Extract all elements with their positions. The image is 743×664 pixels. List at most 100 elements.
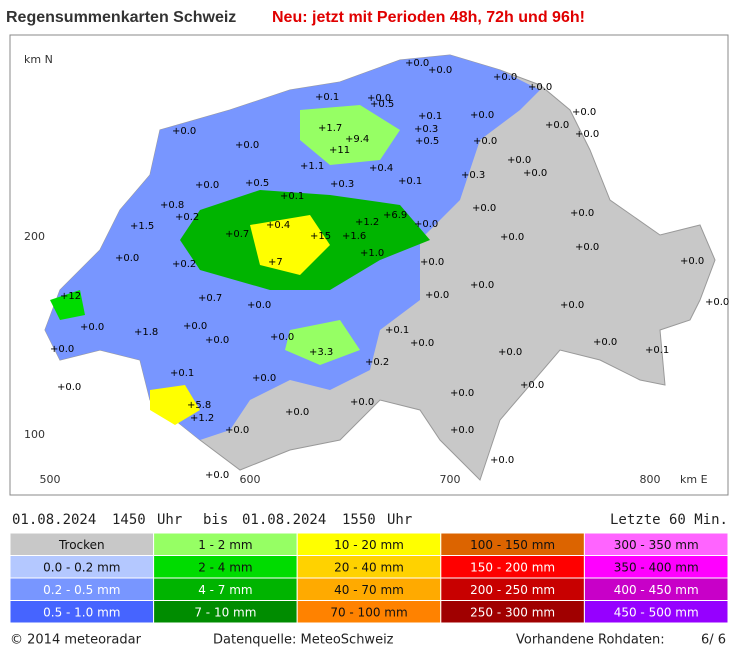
legend-label: 300 - 350 mm xyxy=(614,538,699,552)
station-value: +0.4 xyxy=(369,163,393,174)
station-value: +0.0 xyxy=(470,110,494,121)
station-value: +0.1 xyxy=(418,111,442,122)
station-value: +0.0 xyxy=(500,232,524,243)
station-value: +6.9 xyxy=(383,210,407,221)
legend-label: 40 - 70 mm xyxy=(334,583,404,597)
station-value: +7 xyxy=(268,257,283,268)
station-value: +0.1 xyxy=(385,325,409,336)
window: Letzte 60 Min. xyxy=(610,512,728,528)
legend-label: 350 - 400 mm xyxy=(614,560,699,574)
footer: © 2014 meteoradar Datenquelle: MeteoSchw… xyxy=(10,633,726,648)
station-value: +0.0 xyxy=(252,373,276,384)
station-value: +0.5 xyxy=(415,136,439,147)
from-date: 01.08.2024 xyxy=(12,512,96,528)
station-value: +0.0 xyxy=(575,129,599,140)
station-value: +1.6 xyxy=(342,231,366,242)
station-value: +9.4 xyxy=(345,134,369,145)
legend-label: 1 - 2 mm xyxy=(198,538,252,552)
station-value: +0.0 xyxy=(205,335,229,346)
station-value: +1.5 xyxy=(130,221,154,232)
legend-label: 10 - 20 mm xyxy=(334,538,404,552)
station-value: +0.0 xyxy=(528,82,552,93)
station-value: +0.0 xyxy=(50,344,74,355)
station-value: +0.0 xyxy=(570,208,594,219)
source: Datenquelle: MeteoSchweiz xyxy=(213,633,394,648)
legend-label: 200 - 250 mm xyxy=(470,583,555,597)
station-value: +0.7 xyxy=(198,293,222,304)
station-value: +0.1 xyxy=(315,92,339,103)
station-value: +0.7 xyxy=(225,229,249,240)
y-label: 200 xyxy=(24,230,45,243)
station-value: +0.0 xyxy=(285,407,309,418)
title: Regensummenkarten Schweiz xyxy=(6,9,236,26)
station-value: +0.1 xyxy=(170,368,194,379)
station-value: +0.4 xyxy=(266,220,290,231)
to-date: 01.08.2024 xyxy=(242,512,326,528)
legend-label: 150 - 200 mm xyxy=(470,560,555,574)
period: 01.08.2024 1450 Uhr bis 01.08.2024 1550 … xyxy=(12,512,728,528)
station-value: +0.0 xyxy=(57,382,81,393)
station-value: +0.0 xyxy=(545,120,569,131)
station-value: +0.3 xyxy=(330,179,354,190)
station-value: +0.0 xyxy=(414,219,438,230)
station-value: +0.2 xyxy=(365,357,389,368)
from-unit: Uhr xyxy=(157,512,182,528)
station-value: +0.0 xyxy=(572,107,596,118)
east-label: km E xyxy=(680,473,708,486)
station-value: +0.0 xyxy=(183,321,207,332)
station-value: +0.0 xyxy=(493,72,517,83)
station-value: +0.2 xyxy=(172,259,196,270)
station-value: +0.0 xyxy=(428,65,452,76)
legend-label: 400 - 450 mm xyxy=(614,583,699,597)
from-time: 1450 xyxy=(112,512,146,528)
station-value: +1.2 xyxy=(355,217,379,228)
station-value: +0.0 xyxy=(498,347,522,358)
station-value: +0.0 xyxy=(205,470,229,481)
station-value: +0.0 xyxy=(473,136,497,147)
x-label: 600 xyxy=(240,473,261,486)
station-value: +0.0 xyxy=(425,290,449,301)
raw-count: 6/ 6 xyxy=(701,633,726,648)
station-value: +0.0 xyxy=(410,338,434,349)
rain-area-yellow xyxy=(150,385,200,425)
station-value: +0.0 xyxy=(247,300,271,311)
rain-area-green xyxy=(50,290,85,320)
rain-area-green xyxy=(300,105,400,165)
legend-label: 100 - 150 mm xyxy=(470,538,555,552)
rain-area-yellow xyxy=(250,215,330,275)
station-value: +0.0 xyxy=(680,256,704,267)
station-value: +0.0 xyxy=(520,380,544,391)
station-value: +0.1 xyxy=(398,176,422,187)
rain-area-green xyxy=(285,320,360,365)
station-value: +0.0 xyxy=(507,155,531,166)
station-value: +3.3 xyxy=(309,347,333,358)
station-value: +0.0 xyxy=(172,126,196,137)
copyright: © 2014 meteoradar xyxy=(10,633,142,648)
legend-label: 250 - 300 mm xyxy=(470,605,555,619)
north-label: km N xyxy=(24,53,53,66)
y-label: 100 xyxy=(24,428,45,441)
to-time: 1550 xyxy=(342,512,376,528)
separator: bis xyxy=(203,512,228,528)
station-value: +0.0 xyxy=(350,397,374,408)
station-value: +0.0 xyxy=(80,322,104,333)
station-value: +15 xyxy=(310,231,331,242)
station-value: +0.0 xyxy=(450,425,474,436)
station-value: +12 xyxy=(60,291,81,302)
station-value: +0.0 xyxy=(450,388,474,399)
legend-swatch xyxy=(583,600,729,624)
station-value: +0.0 xyxy=(225,425,249,436)
legend-label: 0.0 - 0.2 mm xyxy=(43,560,120,574)
station-value: +0.0 xyxy=(575,242,599,253)
notice: Neu: jetzt mit Perioden 48h, 72h und 96h… xyxy=(272,9,585,26)
station-value: +0.5 xyxy=(370,99,394,110)
station-value: +0.1 xyxy=(645,345,669,356)
station-value: +0.8 xyxy=(160,200,184,211)
station-value: +1.1 xyxy=(300,161,324,172)
station-value: +1.7 xyxy=(318,123,342,134)
station-value: +0.0 xyxy=(367,93,391,104)
station-value: +0.0 xyxy=(195,180,219,191)
station-value: +5.8 xyxy=(187,400,211,411)
to-unit: Uhr xyxy=(387,512,412,528)
